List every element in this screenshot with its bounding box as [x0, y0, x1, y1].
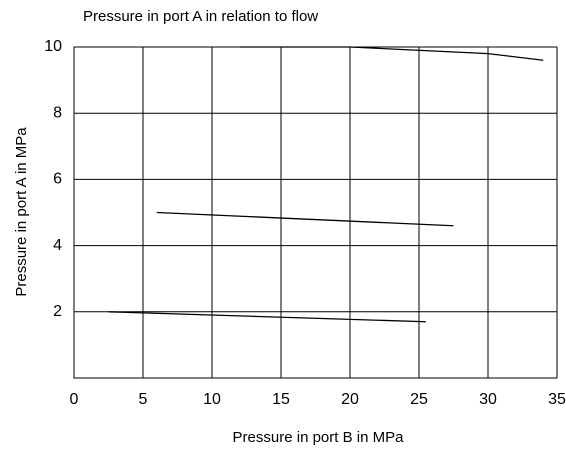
data-line [156, 211, 454, 227]
x-tick-label: 15 [272, 391, 290, 408]
y-tick-label: 4 [53, 237, 62, 254]
x-tick-label: 25 [410, 391, 428, 408]
y-tick-label: 6 [53, 171, 62, 188]
x-tick-label: 30 [479, 391, 497, 408]
x-tick-label: 20 [341, 391, 359, 408]
data-line [239, 46, 544, 61]
x-tick-label: 5 [139, 391, 148, 408]
x-tick-label: 35 [548, 391, 566, 408]
x-tick-label: 10 [203, 391, 221, 408]
y-axis-label: Pressure in port A in MPa [13, 127, 30, 297]
y-tick-label: 8 [53, 104, 62, 121]
y-tick-label: 10 [44, 38, 62, 55]
x-tick-label: 0 [70, 391, 79, 408]
plot-frame [73, 46, 558, 379]
chart-title: Pressure in port A in relation to flow [83, 8, 318, 25]
y-tick-label: 2 [53, 303, 62, 320]
x-axis-label: Pressure in port B in MPa [233, 429, 405, 446]
data-line [108, 311, 426, 323]
